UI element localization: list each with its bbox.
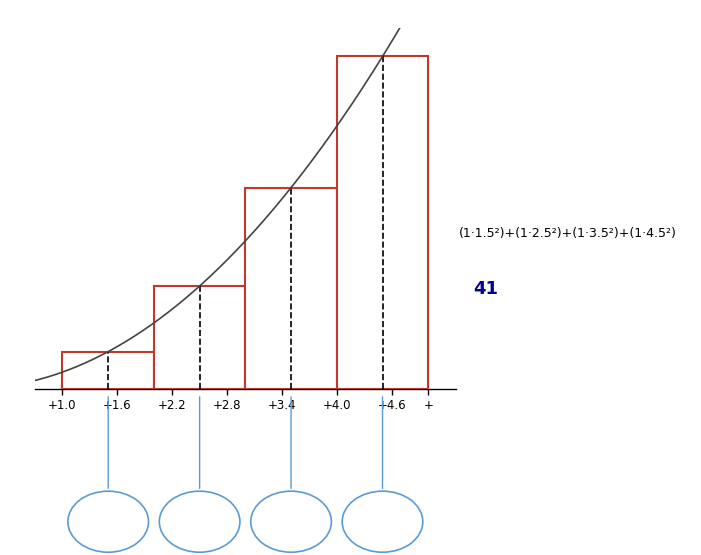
Bar <box>245 188 336 388</box>
Text: width=1
height=4.5²: width=1 height=4.5² <box>351 511 414 532</box>
Bar <box>154 286 245 388</box>
Text: width=1
height=3.5²: width=1 height=3.5² <box>259 511 322 532</box>
Text: width=1
height=1.5²: width=1 height=1.5² <box>77 511 139 532</box>
Bar <box>62 352 154 388</box>
Text: 41: 41 <box>473 280 498 297</box>
Bar <box>336 57 428 388</box>
Text: (1·1.5²)+(1·2.5²)+(1·3.5²)+(1·4.5²): (1·1.5²)+(1·2.5²)+(1·3.5²)+(1·4.5²) <box>459 226 677 240</box>
Text: width=1
height=2.5²: width=1 height=2.5² <box>168 511 231 532</box>
